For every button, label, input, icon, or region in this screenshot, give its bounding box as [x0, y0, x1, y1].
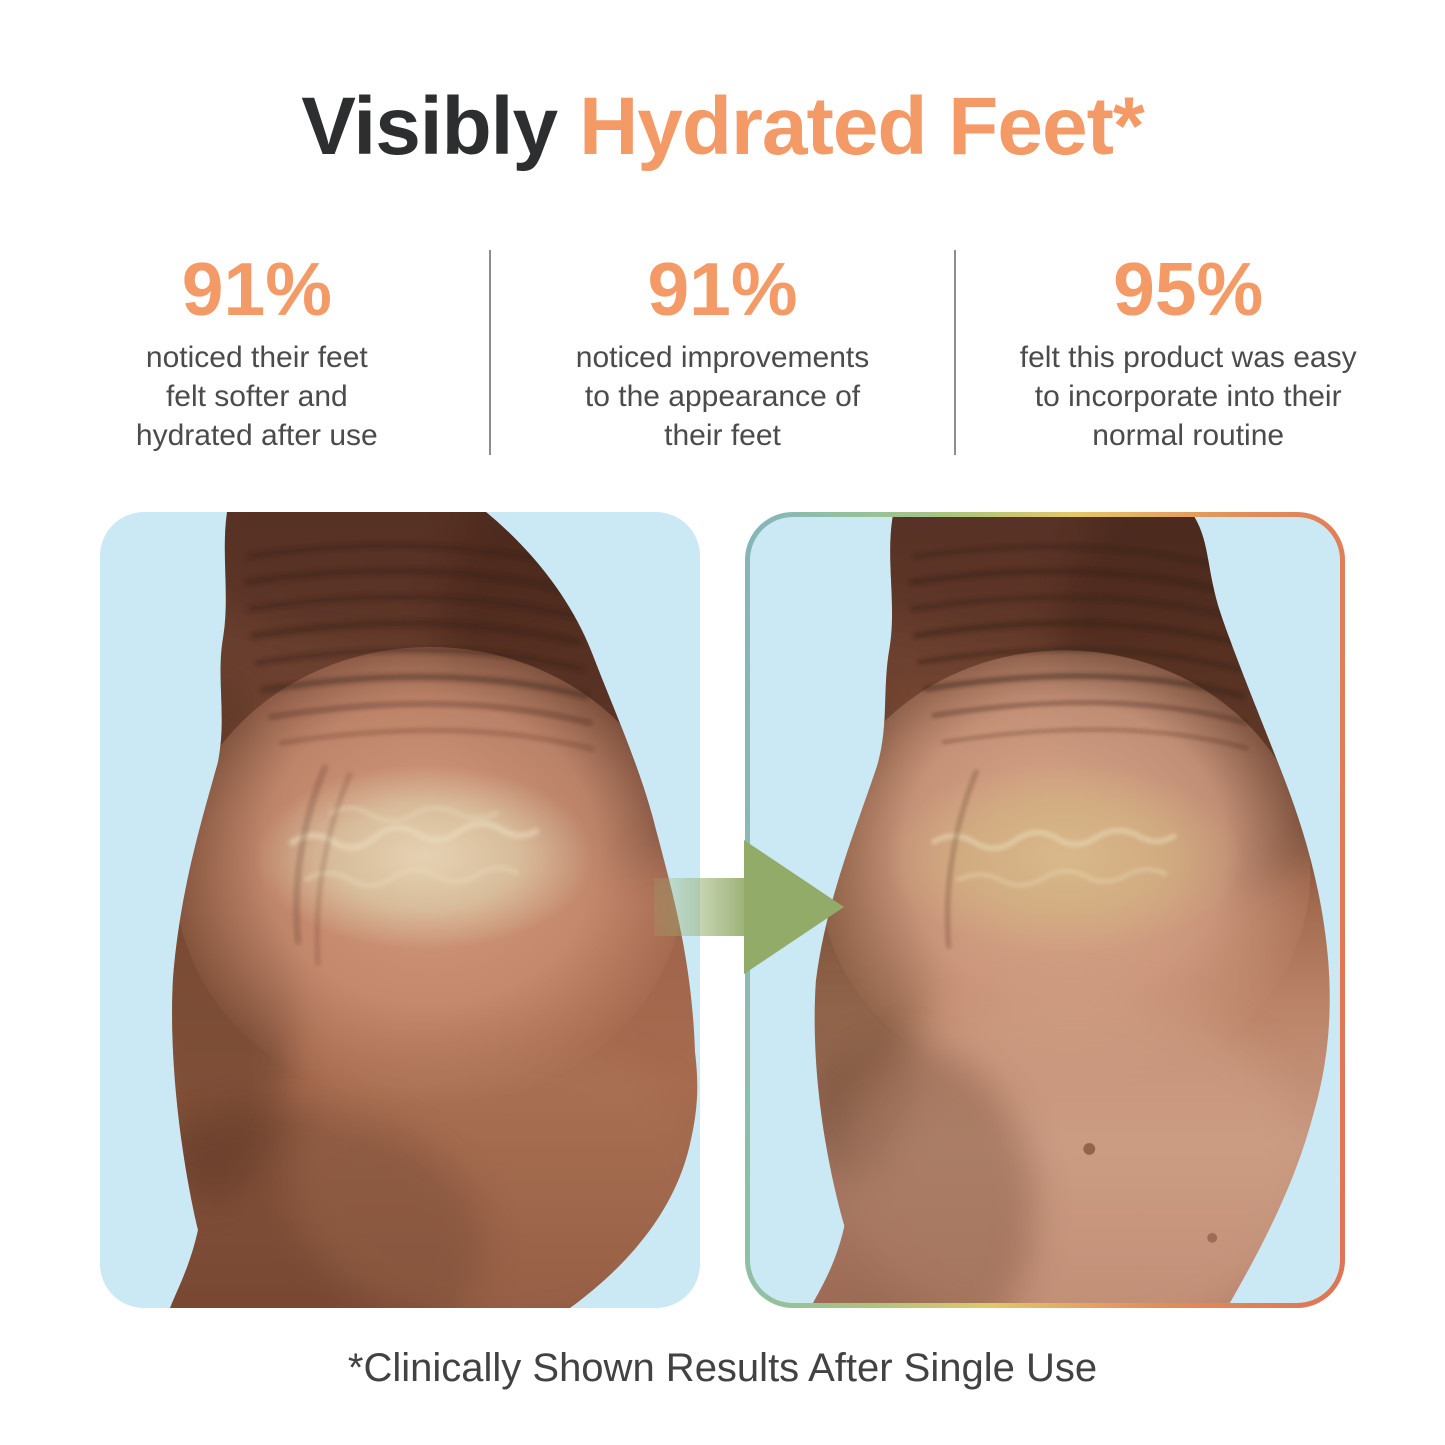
stat-description-line: to incorporate into their	[1034, 380, 1342, 413]
arrow-right-glyph	[654, 840, 844, 974]
stat-description: noticed their feet felt softer and hydra…	[39, 338, 475, 455]
stat-description-line: their feet	[664, 419, 781, 452]
arrow-right-icon	[654, 840, 844, 974]
stat-softer-feet: 91% noticed their feet felt softer and h…	[25, 250, 489, 455]
stat-description-line: noticed improvements	[575, 341, 870, 374]
after-foot-shading	[812, 517, 1330, 1303]
stat-description-line: hydrated after use	[135, 419, 378, 452]
title-word-visibly: Visibly	[301, 81, 558, 172]
stat-description-line: normal routine	[1092, 419, 1285, 452]
stat-value: 91%	[181, 247, 332, 331]
stat-description: noticed improvements to the appearance o…	[505, 338, 941, 455]
title-words-hydrated-feet: Hydrated Feet*	[579, 81, 1145, 172]
stat-description-line: felt softer and	[165, 380, 348, 413]
stats-row: 91% noticed their feet felt softer and h…	[25, 250, 1420, 455]
page-title: Visibly Hydrated Feet*	[0, 81, 1445, 172]
after-photo-border	[745, 512, 1345, 1308]
stat-value: 95%	[1113, 247, 1264, 331]
before-photo-panel	[100, 512, 700, 1308]
after-foot-photo	[812, 517, 1330, 1303]
before-foot-shading	[170, 512, 698, 1308]
stat-description-line: noticed their feet	[145, 341, 368, 374]
stat-description-line: to the appearance of	[584, 380, 861, 413]
footnote: *Clinically Shown Results After Single U…	[347, 1346, 1098, 1390]
before-foot-photo	[170, 512, 698, 1308]
after-photo-panel	[750, 517, 1340, 1303]
stat-description-line: felt this product was easy	[1019, 341, 1357, 374]
stat-appearance: 91% noticed improvements to the appearan…	[488, 247, 957, 455]
stat-description: felt this product was easy to incorporat…	[970, 338, 1406, 455]
stat-value: 91%	[647, 247, 798, 331]
stat-easy-routine: 95% felt this product was easy to incorp…	[956, 250, 1420, 455]
